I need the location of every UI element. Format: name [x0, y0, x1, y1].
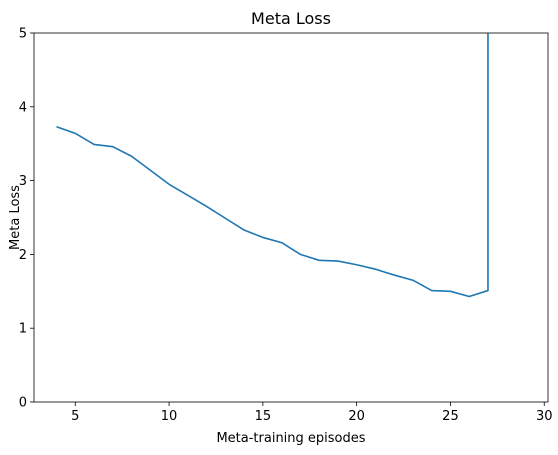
x-tick-label: 5 [71, 409, 79, 424]
series-line-0 [56, 33, 489, 298]
x-tick-label: 20 [348, 409, 365, 424]
x-tick-label: 10 [161, 409, 178, 424]
y-tick-label: 4 [19, 100, 27, 115]
x-tick-label: 25 [442, 409, 459, 424]
y-tick-label: 5 [19, 27, 27, 42]
y-axis-title: Meta Loss [8, 185, 23, 250]
x-axis-title: Meta-training episodes [216, 431, 365, 446]
y-tick-label: 3 [19, 174, 27, 189]
x-tick-label: 15 [255, 409, 272, 424]
plot-frame [33, 32, 549, 403]
y-tick-label: 2 [19, 248, 27, 263]
plot-background [34, 33, 548, 402]
x-tick-label: 30 [536, 409, 553, 424]
y-tick-label: 0 [19, 396, 27, 411]
y-tick-label: 1 [19, 322, 27, 337]
chart-title: Meta Loss [251, 9, 331, 28]
